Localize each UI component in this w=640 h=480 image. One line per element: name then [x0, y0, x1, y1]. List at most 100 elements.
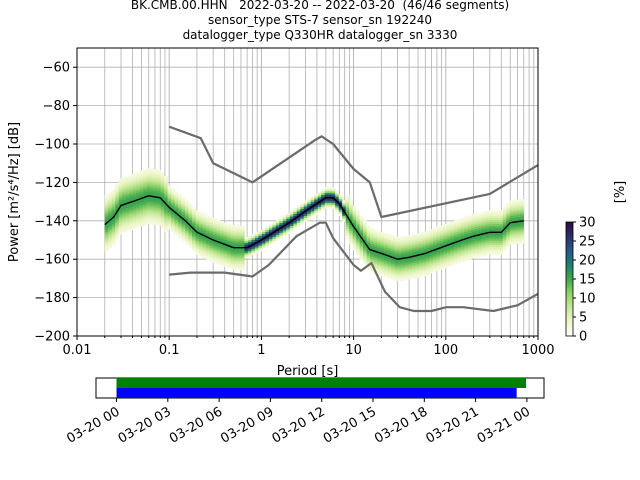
heatmap-cell: [509, 213, 514, 217]
heatmap-cell: [195, 221, 200, 225]
heatmap-cell: [202, 230, 207, 234]
heatmap-cell: [345, 225, 350, 228]
heatmap-cell: [471, 221, 476, 225]
heatmap-cell: [150, 220, 154, 223]
heatmap-cell: [111, 198, 116, 202]
heatmap-cell: [502, 237, 507, 240]
heatmap-cell: [171, 194, 175, 197]
heatmap-cell: [439, 236, 444, 239]
heatmap-cell: [157, 183, 161, 186]
heatmap-cell: [415, 239, 420, 242]
heatmap-cell: [206, 247, 210, 251]
heatmap-cell: [289, 214, 294, 217]
heatmap-cell: [244, 250, 249, 253]
heatmap-cell: [192, 241, 196, 244]
heatmap-cell: [443, 254, 448, 257]
heatmap-cell: [125, 204, 130, 207]
heatmap-cell: [258, 235, 263, 239]
heatmap-cell: [467, 240, 472, 243]
heatmap-cell: [157, 219, 161, 222]
heatmap-cell: [418, 259, 423, 262]
heatmap-cell: [495, 223, 500, 226]
heatmap-cell: [181, 231, 186, 234]
heatmap-cell: [171, 224, 175, 227]
heatmap-cell: [275, 225, 280, 228]
heatmap-cell: [143, 209, 147, 212]
heatmap-cell: [359, 251, 364, 255]
heatmap-cell: [411, 243, 416, 246]
heatmap-cell: [209, 257, 214, 260]
heatmap-cell: [174, 198, 179, 201]
heatmap-cell: [261, 239, 266, 242]
heatmap-cell: [342, 204, 346, 207]
heatmap-cell: [104, 224, 109, 227]
heatmap-cell: [223, 241, 228, 244]
heatmap-cell: [223, 256, 228, 260]
heatmap-cell: [398, 273, 402, 276]
heatmap-cell: [366, 236, 371, 240]
heatmap-cell: [345, 229, 350, 232]
heatmap-cell: [516, 209, 521, 212]
heatmap-cell: [265, 243, 270, 246]
heatmap-cell: [520, 229, 525, 232]
heatmap-cell: [506, 218, 511, 221]
heatmap-cell: [502, 233, 507, 236]
heatmap-cell: [129, 176, 133, 179]
heatmap-cell: [185, 200, 189, 203]
heatmap-cell: [471, 216, 476, 219]
timeline-tick-label: 03-20 03: [116, 404, 174, 446]
heatmap-cell: [398, 267, 402, 270]
heatmap-cell: [146, 221, 151, 225]
heatmap-cell: [240, 252, 245, 255]
heatmap-cell: [307, 205, 312, 209]
heatmap-cell: [118, 201, 123, 204]
heatmap-cell: [345, 227, 350, 230]
heatmap-cell: [164, 223, 168, 227]
heatmap-cell: [502, 235, 507, 238]
heatmap-cell: [136, 202, 140, 205]
heatmap-cell: [439, 255, 444, 259]
heatmap-cell: [373, 238, 378, 242]
heatmap-cell: [230, 232, 235, 235]
heatmap-cell: [366, 258, 371, 261]
heatmap-cell: [279, 232, 284, 235]
heatmap-cell: [115, 197, 120, 200]
heatmap-cell: [226, 233, 231, 236]
heatmap-cell: [408, 238, 413, 241]
heatmap-cell: [108, 205, 113, 208]
heatmap-cell: [488, 248, 493, 251]
heatmap-cell: [160, 204, 165, 207]
heatmap-cell: [178, 205, 182, 208]
heatmap-cell: [474, 221, 479, 224]
heatmap-cell: [391, 239, 395, 242]
heatmap-cell: [167, 204, 172, 207]
heatmap-cell: [272, 236, 277, 240]
heatmap-cell: [118, 199, 123, 202]
heatmap-cell: [129, 193, 133, 196]
heatmap-cell: [202, 221, 207, 224]
heatmap-cell: [446, 226, 451, 229]
heatmap-cell: [226, 260, 231, 263]
heatmap-cell: [129, 212, 133, 215]
heatmap-cell: [160, 185, 165, 188]
heatmap-cell: [446, 239, 451, 243]
heatmap-cell: [380, 248, 385, 252]
heatmap-cell: [118, 193, 123, 196]
heatmap-cell: [237, 250, 242, 253]
heatmap-cell: [153, 203, 158, 206]
heatmap-cell: [192, 220, 196, 223]
heatmap-cell: [474, 240, 479, 243]
heatmap-cell: [230, 250, 235, 253]
heatmap-cell: [499, 212, 504, 215]
heatmap-cell: [429, 261, 434, 264]
heatmap-cell: [293, 207, 298, 211]
heatmap-cell: [150, 203, 154, 206]
heatmap-cell: [516, 218, 521, 221]
heatmap-cell: [342, 219, 346, 222]
heatmap-cell: [104, 249, 109, 252]
heatmap-cell: [300, 210, 305, 213]
heatmap-cell: [164, 175, 168, 179]
heatmap-cell: [108, 199, 113, 203]
heatmap-cell: [254, 247, 259, 250]
heatmap-cell: [349, 200, 353, 203]
